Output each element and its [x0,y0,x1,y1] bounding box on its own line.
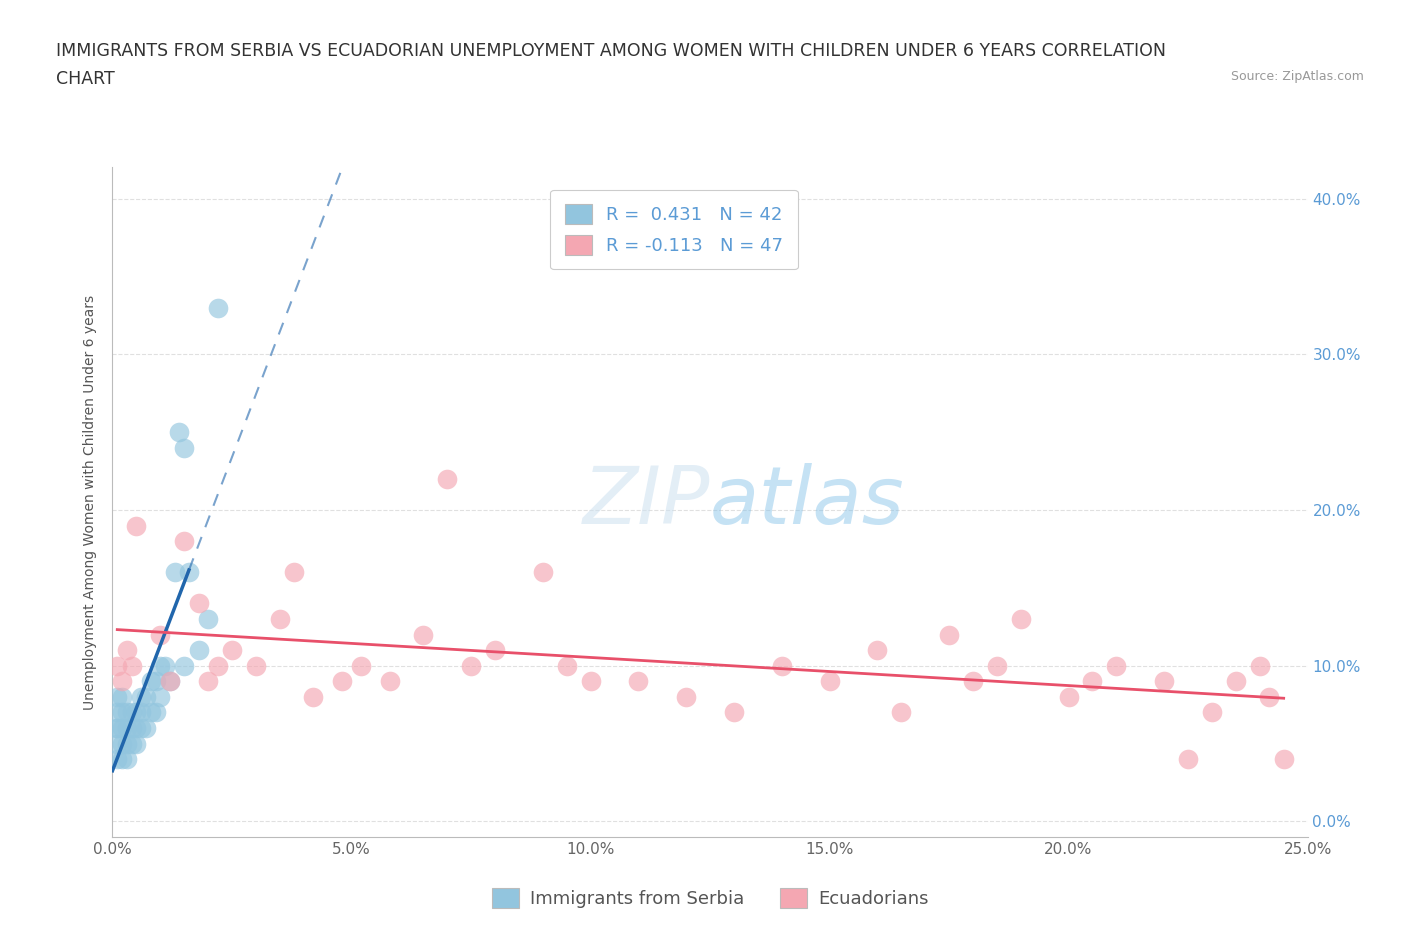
Point [207,658,229,673]
Point [115,643,138,658]
Text: Source: ZipAtlas.com: Source: ZipAtlas.com [1230,70,1364,83]
Point [105,721,128,736]
Point [723,705,745,720]
Point [555,658,578,673]
Point [169,425,191,440]
Point [173,658,195,673]
Point [129,721,152,736]
Point [111,737,134,751]
Point [105,721,128,736]
Point [221,643,243,658]
Point [111,705,134,720]
Point [121,737,143,751]
Point [1057,689,1080,704]
Point [1272,751,1295,766]
Point [1081,674,1104,689]
Point [115,705,138,720]
Point [129,705,152,720]
Point [187,596,209,611]
Point [1105,658,1128,673]
Point [675,689,697,704]
Point [149,658,172,673]
Point [129,689,152,704]
Point [173,534,195,549]
Point [149,689,172,704]
Point [159,674,181,689]
Point [1249,658,1271,673]
Point [986,658,1008,673]
Point [135,721,157,736]
Point [197,674,219,689]
Point [125,705,148,720]
Point [269,612,291,627]
Point [115,737,138,751]
Text: atlas: atlas [710,463,905,541]
Point [207,300,229,315]
Point [302,689,325,704]
Point [105,689,128,704]
Point [627,674,650,689]
Point [938,627,960,642]
Y-axis label: Unemployment Among Women with Children Under 6 years: Unemployment Among Women with Children U… [83,295,97,710]
Text: CHART: CHART [56,70,115,87]
Point [159,674,181,689]
Text: IMMIGRANTS FROM SERBIA VS ECUADORIAN UNEMPLOYMENT AMONG WOMEN WITH CHILDREN UNDE: IMMIGRANTS FROM SERBIA VS ECUADORIAN UNE… [56,42,1166,60]
Point [149,627,172,642]
Point [105,737,128,751]
Point [460,658,482,673]
Point [105,705,128,720]
Point [770,658,793,673]
Point [105,658,128,673]
Point [121,721,143,736]
Point [125,721,148,736]
Point [378,674,401,689]
Point [111,689,134,704]
Point [173,440,195,455]
Point [115,751,138,766]
Point [531,565,554,579]
Point [245,658,267,673]
Point [115,721,138,736]
Point [139,674,162,689]
Point [484,643,506,658]
Point [163,565,186,579]
Point [1258,689,1281,704]
Point [111,721,134,736]
Point [1010,612,1032,627]
Point [187,643,209,658]
Point [121,705,143,720]
Point [1153,674,1175,689]
Point [153,658,176,673]
Point [579,674,602,689]
Point [197,612,219,627]
Point [350,658,373,673]
Point [125,737,148,751]
Point [145,674,167,689]
Point [283,565,305,579]
Point [962,674,984,689]
Point [866,643,889,658]
Point [111,751,134,766]
Point [177,565,200,579]
Point [818,674,841,689]
Point [139,705,162,720]
Point [890,705,912,720]
Point [1201,705,1223,720]
Point [111,674,134,689]
Point [125,518,148,533]
Text: ZIP: ZIP [582,463,710,541]
Point [1177,751,1199,766]
Point [1225,674,1247,689]
Point [330,674,353,689]
Legend: Immigrants from Serbia, Ecuadorians: Immigrants from Serbia, Ecuadorians [485,881,935,915]
Point [436,472,458,486]
Point [105,751,128,766]
Point [145,705,167,720]
Point [121,658,143,673]
Point [412,627,434,642]
Point [135,689,157,704]
